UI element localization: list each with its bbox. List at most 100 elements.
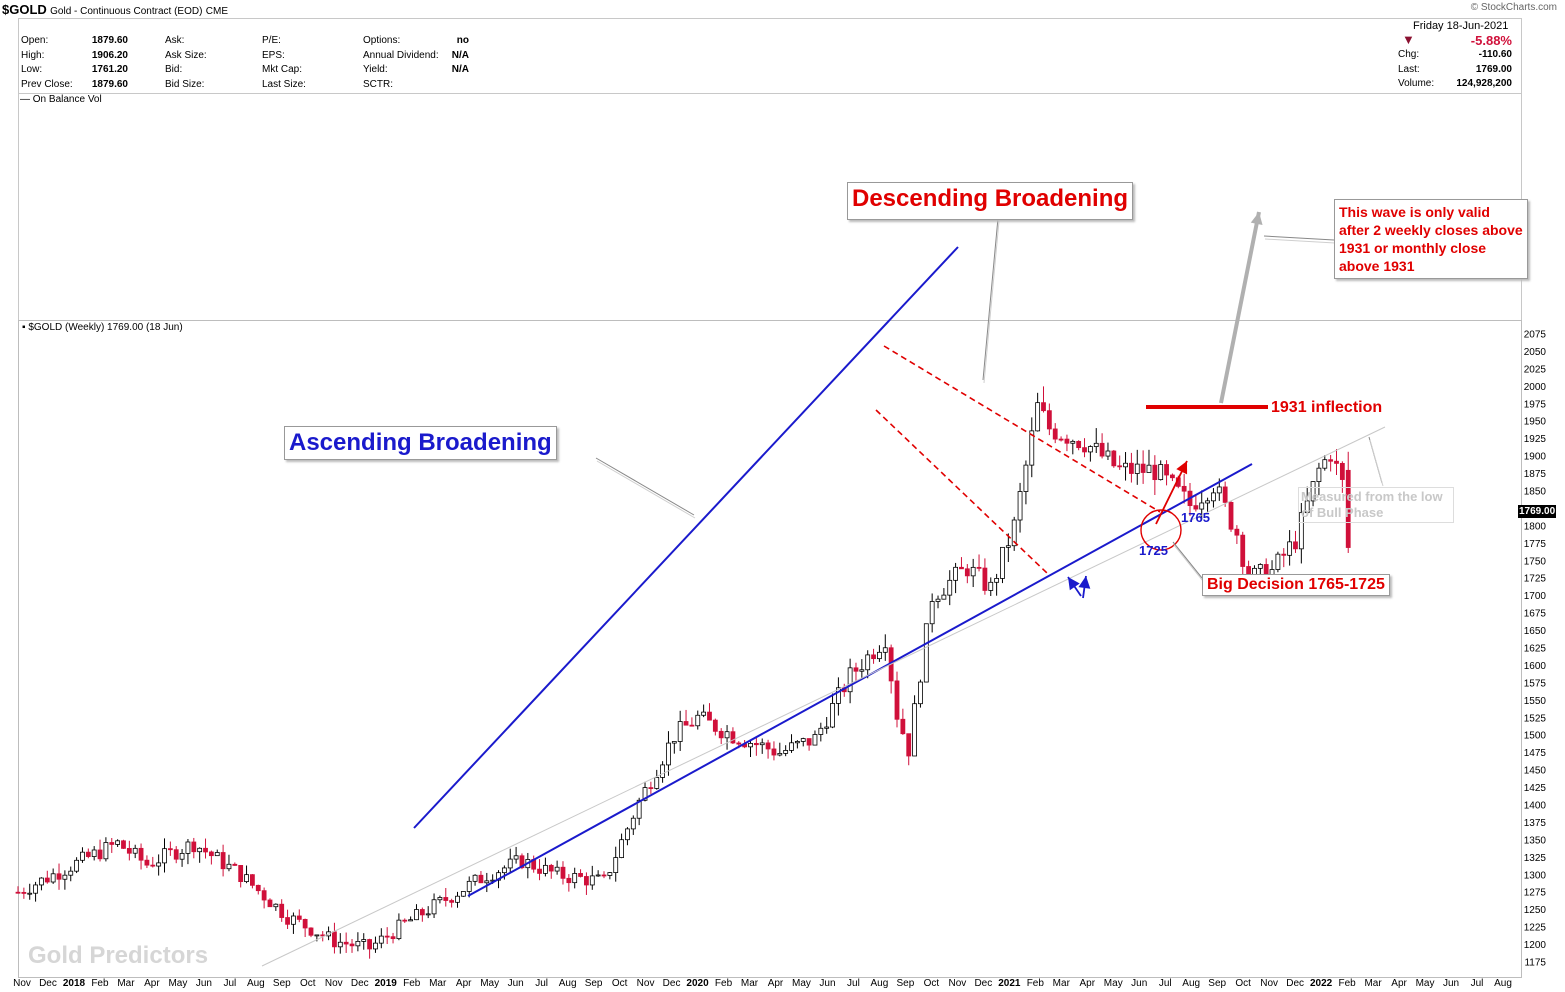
candle-body [1082,447,1087,453]
candle-body [1146,464,1152,473]
candle-body [666,742,671,766]
candle-body [1017,491,1023,521]
candle-body [1152,464,1158,481]
quote-label: Last Size: [262,78,306,90]
ascending-pointer-shadow [596,460,696,519]
candle-body [736,742,742,745]
candle-body [695,714,701,727]
candle-body [1304,500,1310,514]
candle-body [80,851,85,861]
y-tick-label: 1800 [1524,521,1547,532]
candle-body [712,719,718,732]
candle-body [923,623,929,683]
candle-body [630,817,636,830]
candles [15,386,1351,959]
x-tick-label: Oct [612,978,628,989]
y-tick-label: 1400 [1524,801,1547,812]
brand-label[interactable]: © StockCharts.com [1470,2,1557,13]
candle-body [1041,402,1046,412]
candle-body [1011,519,1017,547]
x-tick-label: Sep [1208,978,1226,989]
x-tick-label: May [168,978,187,989]
candle-body [1211,492,1216,502]
quote-label: High: [21,49,45,61]
projection-arrow [1219,211,1261,404]
candle-body [50,873,56,883]
candle-body [1005,545,1011,548]
candle-body [343,941,349,945]
candle-body [871,654,876,660]
candle-body [1240,534,1246,567]
candle-body [601,874,607,877]
candle-body [1058,438,1064,441]
quote-label: Yield: [363,64,388,75]
candle-body [589,875,595,886]
candle-body [1093,442,1099,447]
candle-body [1023,464,1029,492]
quote-label: Open: [21,35,49,46]
candle-body [484,880,490,884]
candle-body [150,864,156,867]
price-panel-title: $GOLD (Weekly) 1769.00 (18 Jun) [28,322,183,333]
quote-value: 1906.20 [91,49,128,61]
y-tick-label: 1475 [1524,748,1547,759]
candle-body [74,859,79,872]
candle-body [853,667,859,672]
y-tick-label: 1250 [1524,905,1547,916]
candle-body [619,839,624,858]
candle-body [244,874,249,883]
candle-body [109,842,115,845]
ascending-pointer [595,457,695,516]
x-tick-label: 2020 [686,978,709,989]
wave-note-pointer-shadow [1264,238,1336,244]
candle-body [548,864,554,872]
candle-body [255,884,261,892]
y-tick-label: 1975 [1524,399,1547,410]
candle-body [39,877,44,886]
change-percent: -5.88% [1470,33,1512,48]
wave-note-pointer [1263,235,1335,241]
candle-body [625,828,630,841]
candle-body [1123,462,1128,468]
candle-body [519,855,525,869]
quote-label: Bid: [165,64,183,75]
x-tick-label: Mar [117,978,135,989]
descending-broadening-label: Descending Broadening [847,182,1134,220]
price-panel-label: ▪ $GOLD (Weekly) 1769.00 (18 Jun) [22,322,183,333]
y-tick-label: 2025 [1524,364,1547,375]
quote-date: Friday 18-Jun-2021 [1413,20,1509,32]
candle-body [1281,553,1287,556]
x-tick-label: Apr [456,978,472,989]
candle-body [847,667,853,693]
x-tick-label: Nov [637,978,655,989]
x-tick-label: Jun [819,978,835,989]
y-tick-label: 1375 [1524,818,1547,829]
candle-body [1316,467,1322,482]
quote-label: Low: [21,64,43,75]
candle-body [1181,485,1187,492]
candle-body [818,727,824,735]
descending-pointer [982,217,999,381]
quote-label: Ask Size: [165,49,207,61]
candle-body [777,752,783,756]
candle-body [121,840,126,849]
level-1725-label: 1725 [1139,543,1168,558]
candle-body [1158,464,1164,481]
candle-body [273,903,279,908]
quote-label: Prev Close: [21,78,73,90]
candle-body [994,578,1000,583]
x-tick-label: Aug [559,978,577,989]
descending-pointer-shadow [983,220,1000,384]
candle-body [800,738,806,742]
candle-body [865,654,871,671]
candle-body [1310,481,1316,502]
y-tick-label: 1900 [1524,452,1547,463]
candle-body [220,852,226,870]
quote-value: 1879.60 [91,35,128,46]
candle-body [173,849,179,860]
candle-body [642,787,648,801]
x-tick-label: Apr [144,978,160,989]
candle-body [355,940,361,947]
candle-body [214,852,220,857]
